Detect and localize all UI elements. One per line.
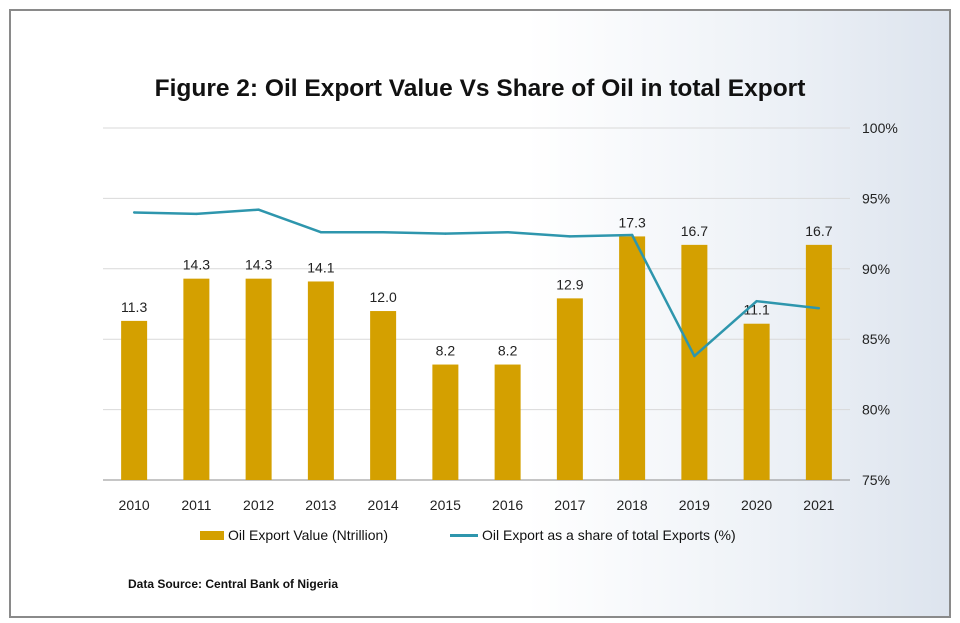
- line-point: [506, 230, 509, 234]
- bar: [432, 364, 459, 480]
- line-point: [257, 208, 260, 211]
- bar-data-label: 17.3: [619, 214, 646, 230]
- bar: [307, 281, 334, 480]
- x-tick-label: 2014: [368, 497, 399, 513]
- bar: [556, 298, 583, 480]
- bar: [619, 236, 646, 480]
- line-point: [132, 211, 136, 214]
- y-tick-label-right: 85%: [862, 331, 890, 347]
- bar-data-label: 14.1: [307, 259, 334, 275]
- x-tick-label: 2016: [492, 497, 523, 513]
- bar: [245, 278, 272, 480]
- line-point: [817, 307, 821, 310]
- bar: [183, 278, 210, 480]
- line-point: [319, 230, 323, 234]
- x-tick-label: 2021: [803, 497, 834, 513]
- x-tick-label: 2017: [554, 497, 585, 513]
- y-tick-label-right: 90%: [862, 261, 890, 277]
- legend-item-bar: Oil Export Value (Ntrillion): [200, 527, 388, 543]
- line-point: [381, 230, 385, 234]
- y-tick-label-right: 100%: [862, 120, 898, 136]
- legend-swatch-line: [450, 533, 478, 537]
- chart-title: Figure 2: Oil Export Value Vs Share of O…: [154, 75, 806, 102]
- legend-label-bar: Oil Export Value (Ntrillion): [228, 527, 389, 543]
- line-point: [444, 232, 447, 235]
- bar: [370, 311, 397, 480]
- legend-item-line: Oil Export as a share of total Exports (…: [450, 527, 736, 543]
- x-tick-label: 2011: [181, 497, 211, 513]
- bar-data-label: 8.2: [436, 343, 456, 359]
- bar-data-label: 8.2: [498, 343, 518, 359]
- line-point: [755, 299, 758, 303]
- x-tick-label: 2020: [741, 497, 772, 513]
- line-point: [693, 354, 696, 358]
- bar-data-label: 16.7: [805, 223, 832, 239]
- bar-data-label: 14.3: [183, 257, 210, 273]
- bar-data-label: 14.3: [245, 257, 272, 273]
- bar-data-label: 11.3: [121, 299, 147, 315]
- bar-data-label: 12.0: [370, 289, 397, 305]
- bar: [494, 364, 521, 480]
- source-note: Data Source: Central Bank of Nigeria: [128, 577, 339, 591]
- bar-data-label: 12.9: [556, 276, 583, 292]
- share-line: [134, 208, 820, 358]
- line-point: [195, 212, 198, 216]
- chart-frame: [9, 9, 951, 618]
- x-tick-label: 2015: [430, 497, 461, 513]
- x-tick-label: 2019: [679, 497, 710, 513]
- y-tick-label-right: 95%: [862, 190, 890, 206]
- bar: [681, 244, 708, 480]
- bar-data-label: 16.7: [681, 223, 708, 239]
- line-point: [630, 233, 634, 237]
- x-tick-label: 2018: [617, 497, 648, 513]
- x-tick-label: 2010: [119, 497, 150, 513]
- x-tick-label: 2012: [243, 497, 274, 513]
- y-tick-label-right: 75%: [862, 472, 890, 488]
- line-point: [568, 235, 572, 238]
- legend-swatch-bar: [200, 530, 224, 540]
- bar: [743, 323, 770, 480]
- bar: [121, 320, 148, 480]
- x-tick-label: 2013: [305, 497, 336, 513]
- bar: [805, 244, 832, 480]
- legend-label-line: Oil Export as a share of total Exports (…: [482, 527, 736, 543]
- y-tick-label-right: 80%: [862, 402, 890, 418]
